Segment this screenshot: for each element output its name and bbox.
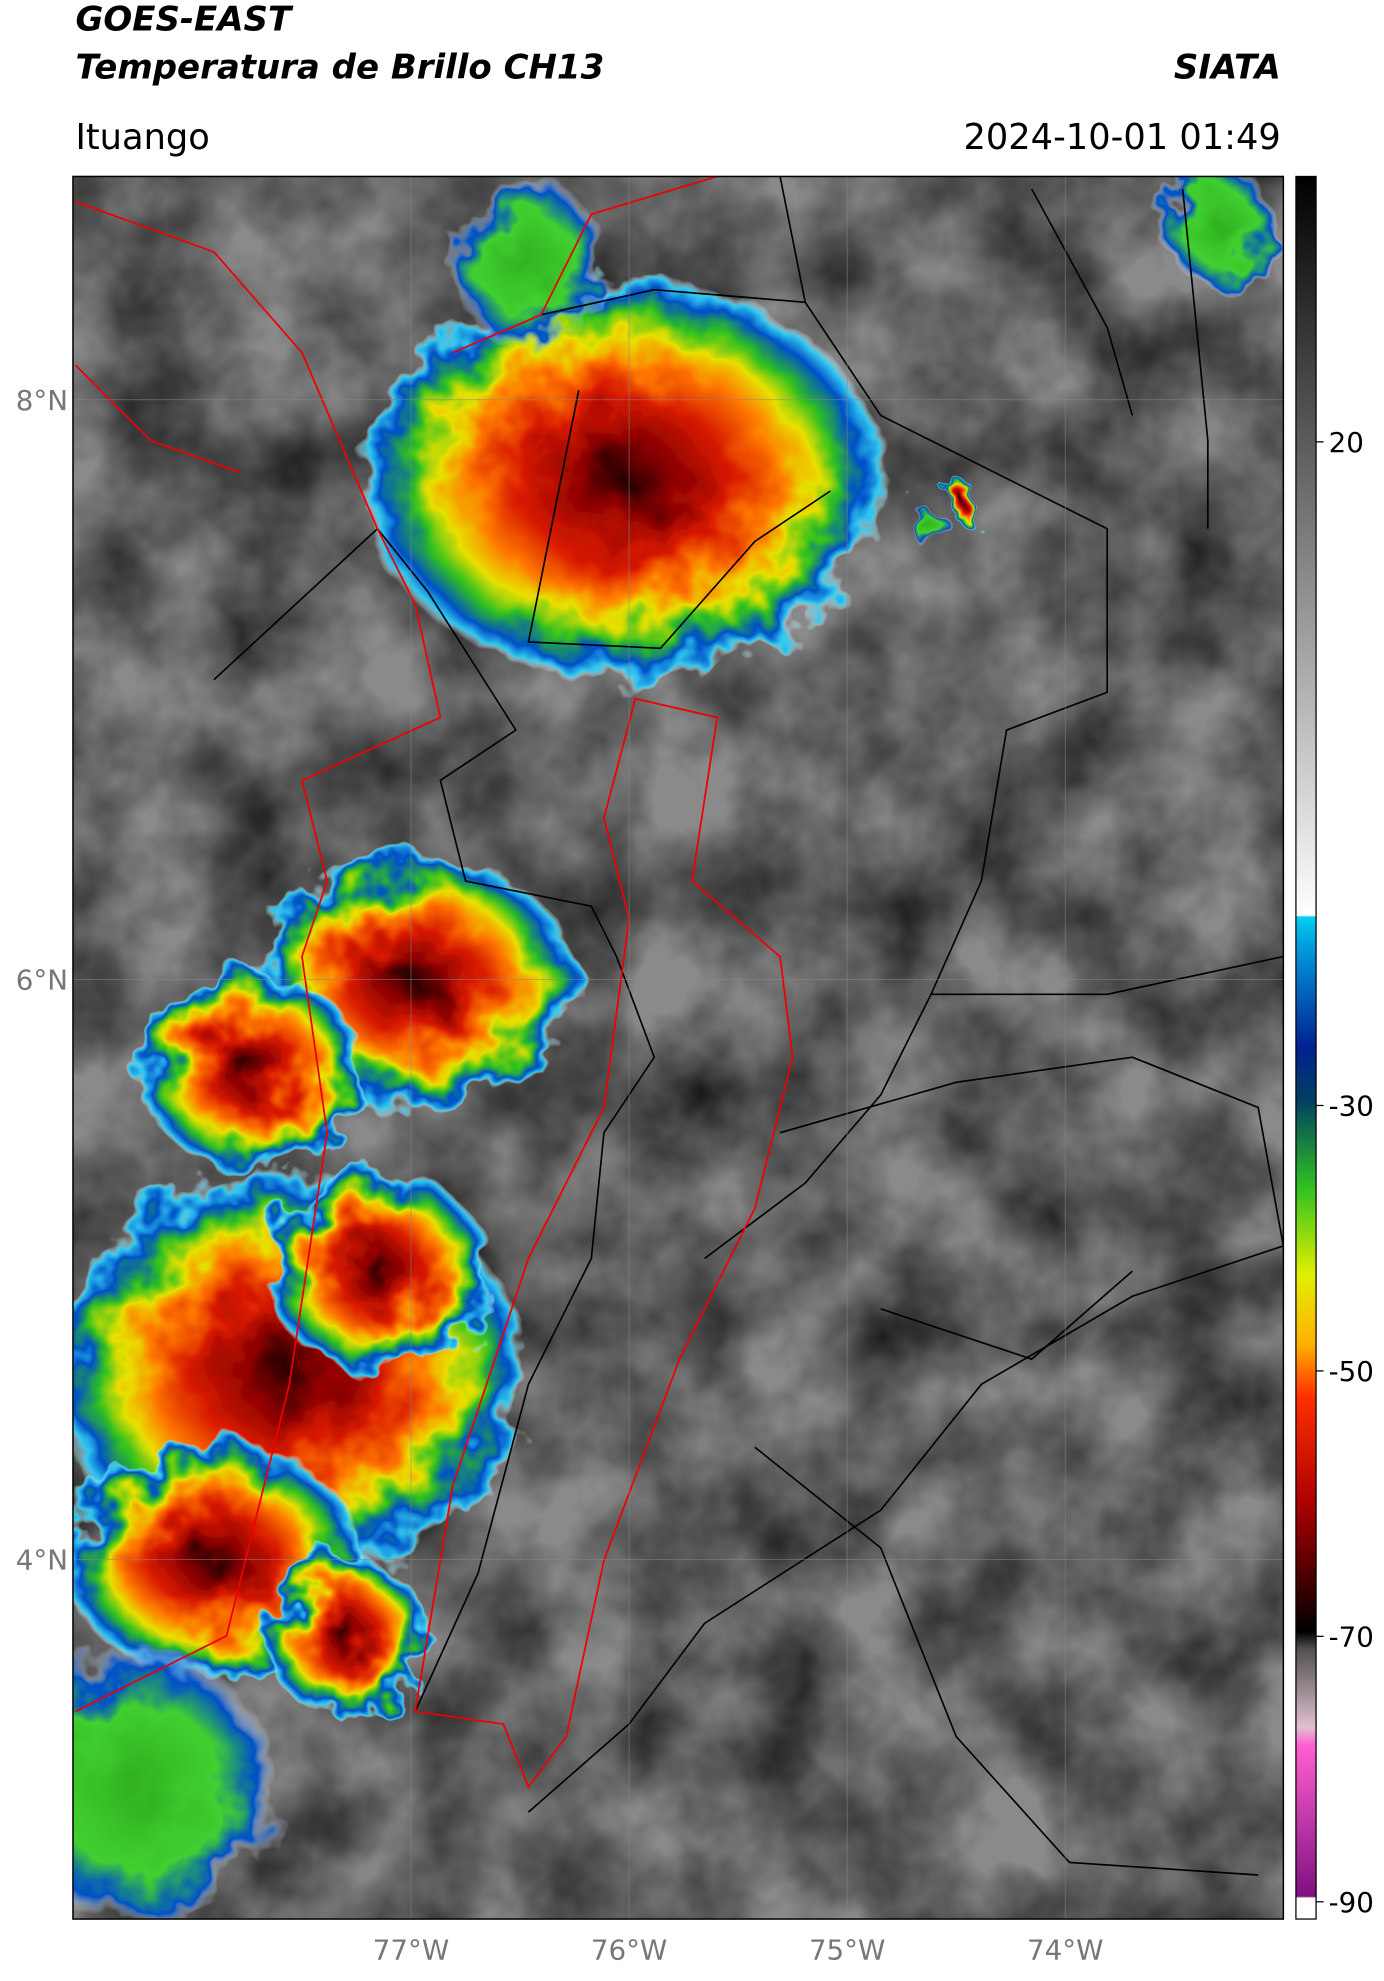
map-image bbox=[72, 176, 1284, 1920]
x-tick-label: 76°W bbox=[591, 1933, 667, 1966]
admin-borders bbox=[213, 176, 1284, 1876]
location: Ituango bbox=[75, 117, 209, 158]
y-tick-label: 4°N bbox=[16, 1544, 68, 1577]
colorbar-tick-label: -70 bbox=[1329, 1620, 1374, 1653]
subtitle: Temperatura de Brillo CH13 bbox=[75, 47, 604, 87]
x-tick-label: 77°W bbox=[373, 1933, 449, 1966]
source: SIATA bbox=[1174, 47, 1281, 87]
colorbar bbox=[1295, 175, 1317, 1920]
x-tick-label: 75°W bbox=[809, 1933, 885, 1966]
map-frame bbox=[72, 175, 1285, 1920]
datetime: 2024-10-01 01:49 bbox=[963, 117, 1280, 158]
colorbar-tick-label: -30 bbox=[1329, 1090, 1374, 1123]
y-tick-label: 6°N bbox=[16, 964, 68, 997]
colorbar-tick-label: -50 bbox=[1329, 1355, 1374, 1388]
y-tick-label: 8°N bbox=[16, 384, 68, 417]
colorbar-tick-label: 20 bbox=[1329, 426, 1364, 459]
colorbar-tick-label: -90 bbox=[1329, 1886, 1374, 1919]
title: GOES-EAST bbox=[75, 0, 293, 40]
red-borders bbox=[74, 176, 794, 1789]
x-tick-label: 74°W bbox=[1027, 1933, 1103, 1966]
